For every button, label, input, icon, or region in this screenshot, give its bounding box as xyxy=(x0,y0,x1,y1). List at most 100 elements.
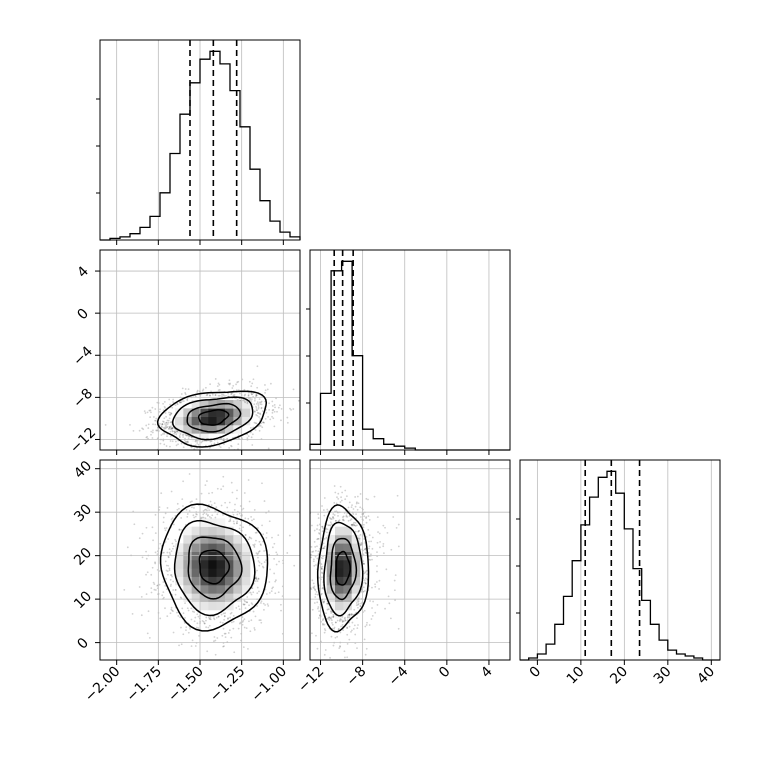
scatter-point xyxy=(217,382,220,385)
scatter-point xyxy=(208,618,211,621)
scatter-point xyxy=(262,421,264,424)
scatter-point xyxy=(239,524,242,527)
scatter-point xyxy=(312,550,315,553)
scatter-point xyxy=(162,596,165,599)
scatter-point xyxy=(235,497,238,500)
scatter-point xyxy=(182,400,185,403)
scatter-point xyxy=(193,516,196,519)
scatter-point xyxy=(171,427,174,430)
density-cell-1-15-9 xyxy=(225,576,234,586)
scatter-point xyxy=(253,546,256,548)
scatter-point xyxy=(333,485,336,487)
scatter-point xyxy=(340,499,343,502)
density-cell-1-16-7 xyxy=(233,593,242,602)
scatter-point xyxy=(203,509,206,511)
scatter-point xyxy=(213,442,216,445)
scatter-point xyxy=(171,542,174,545)
scatter-point xyxy=(256,409,259,412)
scatter-point xyxy=(252,591,255,594)
scatter-point xyxy=(164,541,167,543)
density-cell-1-14-7 xyxy=(216,593,226,602)
scatter-point xyxy=(368,545,371,548)
scatter-point xyxy=(162,516,165,519)
scatter-point xyxy=(382,542,385,545)
density-cell-0-17-3 xyxy=(241,416,251,426)
density-cell-0-13-2 xyxy=(208,425,217,434)
scatter-point xyxy=(165,527,168,529)
scatter-point xyxy=(176,430,178,433)
scatter-point xyxy=(205,508,207,511)
scatter-point xyxy=(344,619,347,621)
scatter-point xyxy=(275,551,278,554)
scatter-point xyxy=(229,612,232,615)
scatter-point xyxy=(220,613,223,616)
histogram-layer xyxy=(100,40,720,661)
scatter-point xyxy=(161,594,164,597)
density-cell-1-16-13 xyxy=(233,543,242,552)
scatter-point xyxy=(263,421,265,424)
scatter-point xyxy=(151,566,154,569)
scatter-point xyxy=(182,612,185,615)
scatter-point xyxy=(356,495,359,498)
density-cell-1-12-8 xyxy=(200,585,209,594)
scatter-point xyxy=(275,397,277,400)
scatter-point xyxy=(234,503,236,506)
scatter-point xyxy=(376,541,379,544)
scatter-point xyxy=(339,485,342,488)
scatter-point xyxy=(273,542,276,545)
scatter-point xyxy=(254,580,257,583)
scatter-point xyxy=(146,571,149,574)
scatter-point xyxy=(187,441,189,444)
density-cell-0-12-3 xyxy=(200,416,209,426)
scatter-point xyxy=(190,607,193,610)
scatter-point xyxy=(353,608,356,611)
scatter-point xyxy=(317,537,319,540)
scatter-point xyxy=(353,521,355,524)
scatter-point xyxy=(193,611,196,613)
scatter-point xyxy=(244,517,247,520)
scatter-point xyxy=(280,407,283,410)
scatter-point xyxy=(230,636,233,639)
scatter-point xyxy=(258,561,261,564)
scatter-point xyxy=(341,491,344,494)
scatter-point xyxy=(343,519,345,522)
scatter-point xyxy=(211,491,214,494)
scatter-point xyxy=(217,394,220,397)
scatter-point xyxy=(331,623,334,626)
scatter-point xyxy=(329,656,331,659)
scatter-point xyxy=(363,571,366,574)
density-cell-1-12-13 xyxy=(200,543,209,552)
scatter-point xyxy=(385,568,388,571)
scatter-point xyxy=(201,440,204,443)
scatter-point xyxy=(267,604,270,607)
scatter-point xyxy=(206,394,209,396)
scatter-point xyxy=(187,434,190,437)
scatter-point xyxy=(328,619,331,621)
scatter-point xyxy=(165,415,167,418)
scatter-point xyxy=(348,613,350,616)
scatter-point xyxy=(364,582,367,585)
scatter-point xyxy=(356,508,359,511)
scatter-point xyxy=(244,534,247,536)
scatter-point xyxy=(230,445,233,448)
scatter-point xyxy=(347,615,349,618)
scatter-point xyxy=(169,578,172,581)
density-cell-1-12-14 xyxy=(200,535,209,544)
scatter-point xyxy=(321,572,324,575)
scatter-point xyxy=(363,548,366,551)
scatter-point xyxy=(152,429,154,432)
scatter-point xyxy=(348,510,351,513)
density-cell-2-2-13 xyxy=(326,543,336,552)
scatter-point xyxy=(320,571,323,574)
scatter-point xyxy=(171,517,174,519)
scatter-point xyxy=(244,401,247,404)
scatter-point xyxy=(176,403,179,406)
scatter-point xyxy=(307,529,309,531)
scatter-point xyxy=(232,627,235,630)
scatter-point xyxy=(260,400,263,403)
contour-1-0 xyxy=(198,549,231,585)
scatter-point xyxy=(145,526,148,529)
scatter-point xyxy=(357,530,360,532)
scatter-point xyxy=(371,558,373,561)
scatter-point xyxy=(194,616,197,619)
